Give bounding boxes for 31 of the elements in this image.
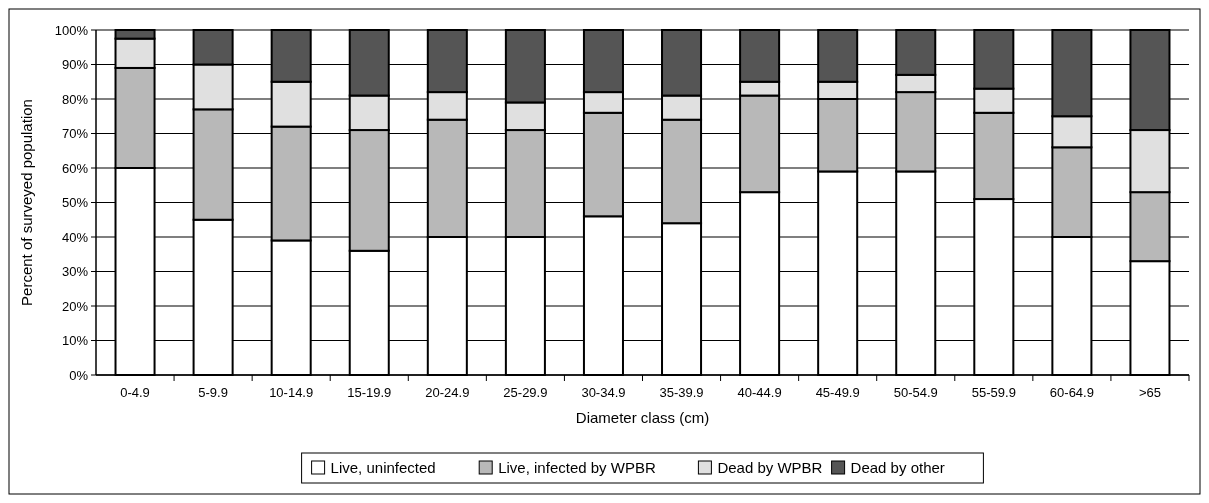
- legend-label: Dead by other: [850, 458, 945, 476]
- legend-label: Live, uninfected: [330, 458, 436, 476]
- x-tick-label: 45-49.9: [815, 385, 860, 400]
- legend-label: Live, infected by WPBR: [498, 458, 656, 476]
- x-tick-label: 15-19.9: [347, 385, 392, 400]
- y-tick-label: 100%: [54, 22, 89, 38]
- y-tick-label: 70%: [61, 126, 89, 142]
- y-tick-label: 10%: [61, 333, 89, 349]
- y-tick-label: 60%: [61, 160, 89, 176]
- x-tick-label: >65: [1138, 385, 1161, 400]
- x-tick-label: 55-59.9: [971, 385, 1016, 400]
- y-tick-label: 80%: [61, 91, 89, 107]
- y-tick-label: 0%: [69, 367, 89, 383]
- x-tick-label: 10-14.9: [269, 385, 314, 400]
- y-tick-label: 30%: [61, 264, 89, 280]
- y-tick-label: 50%: [61, 195, 89, 211]
- x-tick-label: 50-54.9: [893, 385, 938, 400]
- x-tick-label: 0-4.9: [120, 385, 150, 400]
- x-tick-label: 20-24.9: [425, 385, 470, 400]
- y-tick-label: 90%: [61, 57, 89, 73]
- x-tick-label: 5-9.9: [198, 385, 228, 400]
- y-axis-title: Percent of surveyed population: [18, 99, 35, 306]
- x-axis-title: Diameter class (cm): [575, 409, 710, 426]
- x-tick-label: 25-29.9: [503, 385, 548, 400]
- y-tick-label: 40%: [61, 229, 89, 245]
- x-tick-label: 30-34.9: [581, 385, 626, 400]
- x-tick-label: 60-64.9: [1049, 385, 1094, 400]
- x-tick-label: 40-44.9: [737, 385, 782, 400]
- x-tick-label: 35-39.9: [659, 385, 704, 400]
- y-tick-label: 20%: [61, 298, 89, 314]
- legend-label: Dead by WPBR: [717, 458, 823, 476]
